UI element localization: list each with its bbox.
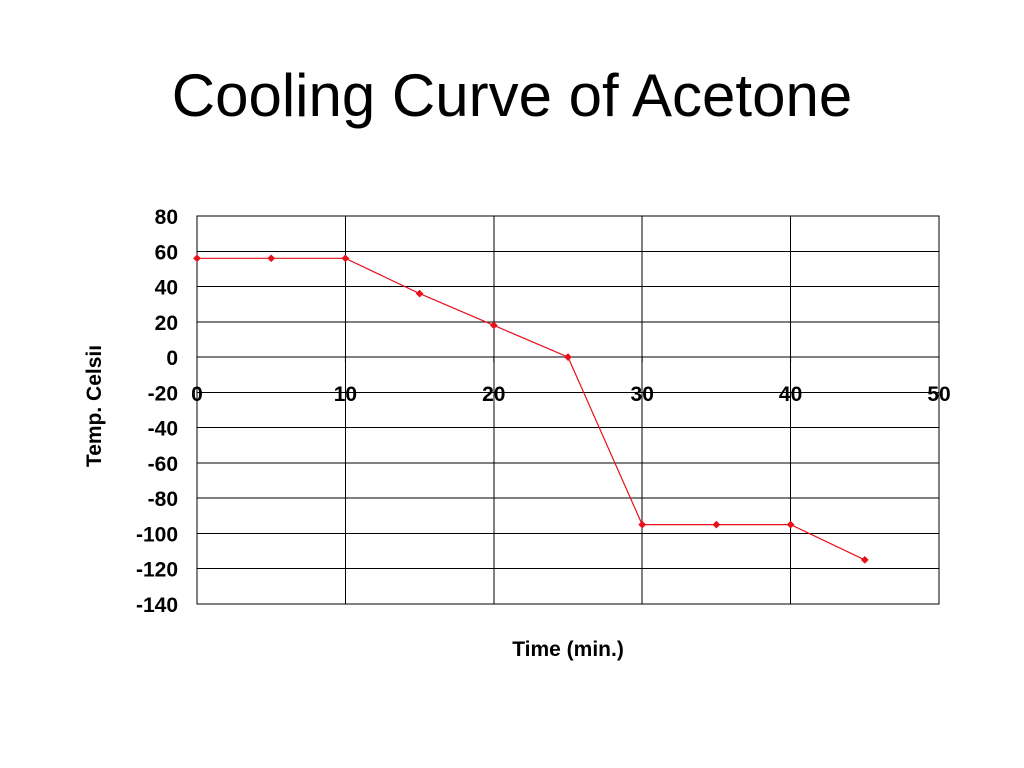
x-tick-label: 30 bbox=[631, 383, 654, 406]
series-line bbox=[197, 257, 866, 561]
x-tick-label: 50 bbox=[927, 383, 950, 406]
data-point bbox=[489, 321, 498, 330]
data-point bbox=[564, 353, 572, 362]
x-tick-label: 10 bbox=[334, 383, 357, 406]
plot-border bbox=[196, 215, 940, 605]
data-point bbox=[193, 254, 201, 263]
x-tick-label: 0 bbox=[191, 383, 203, 406]
data-point bbox=[267, 254, 276, 263]
x-axis-title: Time (min.) bbox=[512, 638, 624, 661]
data-point bbox=[341, 254, 350, 263]
x-tick-labels: 0 10 20 30 40 50 bbox=[191, 383, 951, 406]
y-tick-label: -100 bbox=[136, 523, 178, 546]
y-tick-labels: 80 60 40 20 0 -20 -40 -60 -80 -100 -120 -140 bbox=[136, 206, 178, 617]
y-tick-label: -60 bbox=[148, 453, 178, 476]
y-tick-label: -140 bbox=[136, 594, 178, 617]
y-tick-label: 80 bbox=[155, 206, 178, 229]
data-point bbox=[786, 520, 795, 529]
y-axis-title: Temp. Celsiı bbox=[83, 345, 106, 467]
y-tick-label: -80 bbox=[148, 488, 178, 511]
data-point bbox=[712, 520, 721, 529]
y-tick-label: 20 bbox=[155, 312, 178, 335]
y-tick-label: 40 bbox=[155, 277, 178, 300]
x-tick-label: 20 bbox=[482, 383, 505, 406]
y-tick-label: 0 bbox=[166, 347, 178, 370]
y-tick-label: 60 bbox=[155, 241, 178, 264]
y-tick-label: -120 bbox=[136, 559, 178, 582]
y-tick-label: -40 bbox=[148, 418, 178, 441]
slide-title: Cooling Curve of Acetone bbox=[171, 62, 853, 129]
x-tick-label: 40 bbox=[779, 383, 802, 406]
data-point bbox=[638, 520, 647, 529]
data-point bbox=[415, 289, 424, 298]
series-layer bbox=[193, 254, 869, 564]
data-point bbox=[860, 555, 869, 564]
grid bbox=[196, 215, 940, 605]
y-tick-label: -20 bbox=[148, 382, 178, 405]
